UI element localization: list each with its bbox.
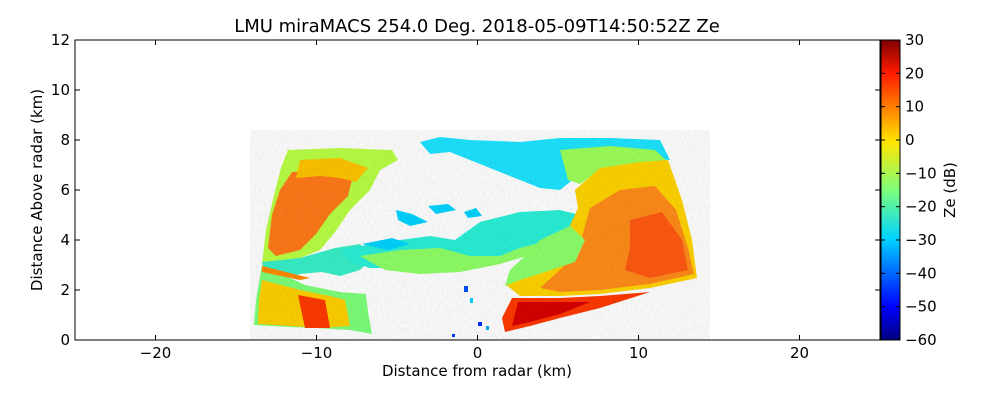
colorbar-tick-label: −10	[905, 164, 937, 182]
y-tick-label: 0	[60, 331, 70, 349]
colorbar-tick-label: −40	[905, 264, 937, 282]
colorbar-tick-label: −20	[905, 198, 937, 216]
colorbar-label: Ze (dB)	[941, 162, 959, 218]
x-tick-label: 20	[790, 344, 809, 362]
y-tick-label: 8	[60, 131, 70, 149]
x-axis-label: Distance from radar (km)	[382, 362, 572, 380]
y-tick-label: 4	[60, 231, 70, 249]
y-tick-label: 12	[51, 31, 70, 49]
colorbar-tick-label: 30	[905, 31, 924, 49]
y-tick-label: 6	[60, 181, 70, 199]
x-tick-label: −10	[301, 344, 333, 362]
colorbar-tick-label: −60	[905, 331, 937, 349]
y-tick-label: 2	[60, 281, 70, 299]
colorbar-tick-label: −50	[905, 298, 937, 316]
colorbar-ticks: 30 20 10 0 −10 −20 −30 −40 −50 −60	[881, 31, 937, 349]
x-tick-label: 0	[473, 344, 483, 362]
colorbar-tick-label: 10	[905, 98, 924, 116]
y-axis-label: Distance Above radar (km)	[28, 89, 46, 291]
colorbar-tick-label: 0	[905, 131, 915, 149]
x-tick-label: 10	[629, 344, 648, 362]
colorbar-tick-label: −30	[905, 231, 937, 249]
y-axis: 0 2 4 6 8 10 12	[51, 31, 880, 349]
colorbar-tick-label: 20	[905, 64, 924, 82]
chart-title: LMU miraMACS 254.0 Deg. 2018-05-09T14:50…	[234, 16, 720, 37]
y-tick-label: 10	[51, 81, 70, 99]
x-axis: −20 −10 0 10 20	[140, 40, 809, 362]
reflectivity-field	[250, 130, 710, 340]
colorbar	[880, 39, 901, 341]
x-tick-label: −20	[140, 344, 172, 362]
